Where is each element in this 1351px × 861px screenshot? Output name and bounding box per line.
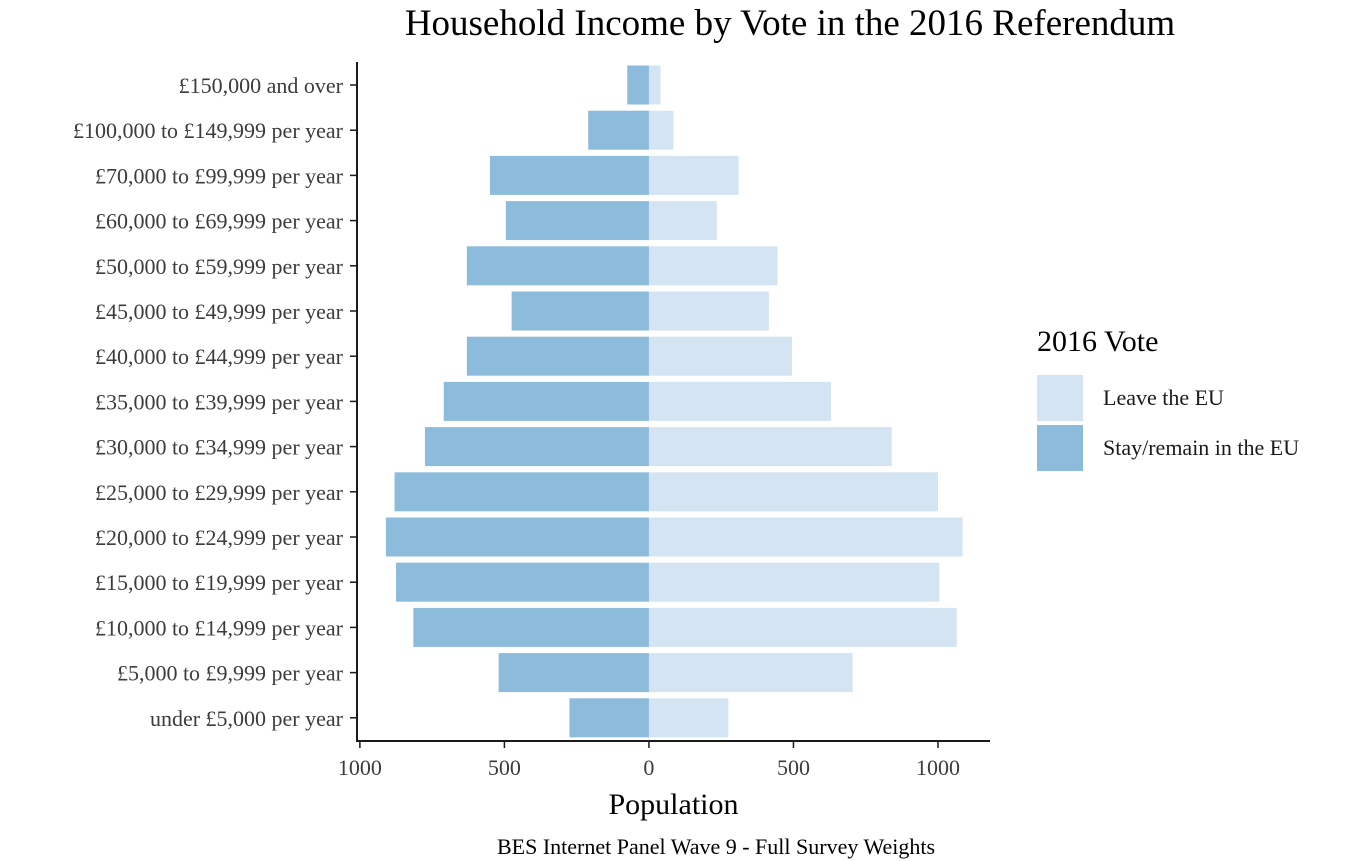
- bar-stay-remain-in-the-eu-3: [506, 201, 649, 240]
- bar-stay-remain-in-the-eu-4: [467, 246, 649, 285]
- bar-stay-remain-in-the-eu-14: [569, 698, 648, 737]
- bar-stay-remain-in-the-eu-9: [395, 472, 649, 511]
- bar-stay-remain-in-the-eu-1: [588, 111, 649, 150]
- bar-leave-the-eu-6: [649, 337, 792, 376]
- bar-stay-remain-in-the-eu-13: [499, 653, 649, 692]
- y-tick-label-0: £150,000 and over: [179, 73, 344, 98]
- y-tick-label-6: £40,000 to £44,999 per year: [95, 344, 344, 369]
- x-tick-label-1: 500: [488, 755, 521, 780]
- bar-stay-remain-in-the-eu-10: [386, 518, 649, 557]
- legend-item-leave: Leave the EU: [1037, 375, 1351, 421]
- x-tick-label-4: 1000: [916, 755, 960, 780]
- x-tick-label-0: 1000: [338, 755, 382, 780]
- legend-item-remain: Stay/remain in the EU: [1037, 425, 1351, 471]
- chart-plot: £150,000 and over £100,000 to £149,999 pe…: [0, 0, 1000, 861]
- y-tick-label-9: £25,000 to £29,999 per year: [95, 480, 344, 505]
- chart-caption: BES Internet Panel Wave 9 - Full Survey …: [497, 834, 935, 859]
- y-tick-label-11: £15,000 to £19,999 per year: [95, 570, 344, 595]
- bar-leave-the-eu-9: [649, 472, 938, 511]
- bar-leave-the-eu-14: [649, 698, 728, 737]
- legend-label-remain: Stay/remain in the EU: [1103, 435, 1299, 461]
- bar-leave-the-eu-2: [649, 156, 739, 195]
- x-tick-label-3: 500: [777, 755, 810, 780]
- bar-stay-remain-in-the-eu-5: [512, 292, 649, 331]
- bar-stay-remain-in-the-eu-11: [396, 563, 649, 602]
- bar-leave-the-eu-0: [649, 66, 661, 105]
- y-tick-label-10: £20,000 to £24,999 per year: [95, 525, 344, 550]
- bar-leave-the-eu-7: [649, 382, 831, 421]
- y-tick-label-8: £30,000 to £34,999 per year: [95, 435, 344, 460]
- legend-swatch-leave: [1037, 375, 1083, 421]
- legend-label-leave: Leave the EU: [1103, 385, 1224, 411]
- y-tick-label-13: £5,000 to £9,999 per year: [117, 661, 344, 686]
- bar-leave-the-eu-5: [649, 292, 769, 331]
- bar-leave-the-eu-1: [649, 111, 674, 150]
- bar-stay-remain-in-the-eu-8: [425, 427, 649, 466]
- bar-leave-the-eu-10: [649, 518, 963, 557]
- bar-stay-remain-in-the-eu-7: [444, 382, 649, 421]
- bar-stay-remain-in-the-eu-0: [627, 66, 649, 105]
- y-tick-label-1: £100,000 to £149,999 per year: [73, 118, 344, 143]
- bar-stay-remain-in-the-eu-6: [467, 337, 649, 376]
- y-tick-label-12: £10,000 to £14,999 per year: [95, 615, 344, 640]
- x-axis-title: Population: [608, 788, 738, 821]
- bar-stay-remain-in-the-eu-12: [413, 608, 649, 647]
- bar-leave-the-eu-4: [649, 246, 778, 285]
- bar-leave-the-eu-8: [649, 427, 892, 466]
- bar-leave-the-eu-3: [649, 201, 717, 240]
- bar-leave-the-eu-13: [649, 653, 853, 692]
- legend: 2016 Vote Leave the EU Stay/remain in th…: [1037, 322, 1351, 475]
- y-tick-label-4: £50,000 to £59,999 per year: [95, 254, 344, 279]
- x-tick-label-2: 0: [643, 755, 654, 780]
- bar-leave-the-eu-12: [649, 608, 957, 647]
- y-tick-label-7: £35,000 to £39,999 per year: [95, 389, 344, 414]
- bar-leave-the-eu-11: [649, 563, 939, 602]
- y-tick-label-3: £60,000 to £69,999 per year: [95, 209, 344, 234]
- legend-swatch-remain: [1037, 425, 1083, 471]
- y-tick-label-14: under £5,000 per year: [150, 706, 344, 731]
- legend-title: 2016 Vote: [1037, 322, 1351, 362]
- y-tick-label-2: £70,000 to £99,999 per year: [95, 163, 344, 188]
- y-tick-label-5: £45,000 to £49,999 per year: [95, 299, 344, 324]
- bar-stay-remain-in-the-eu-2: [490, 156, 649, 195]
